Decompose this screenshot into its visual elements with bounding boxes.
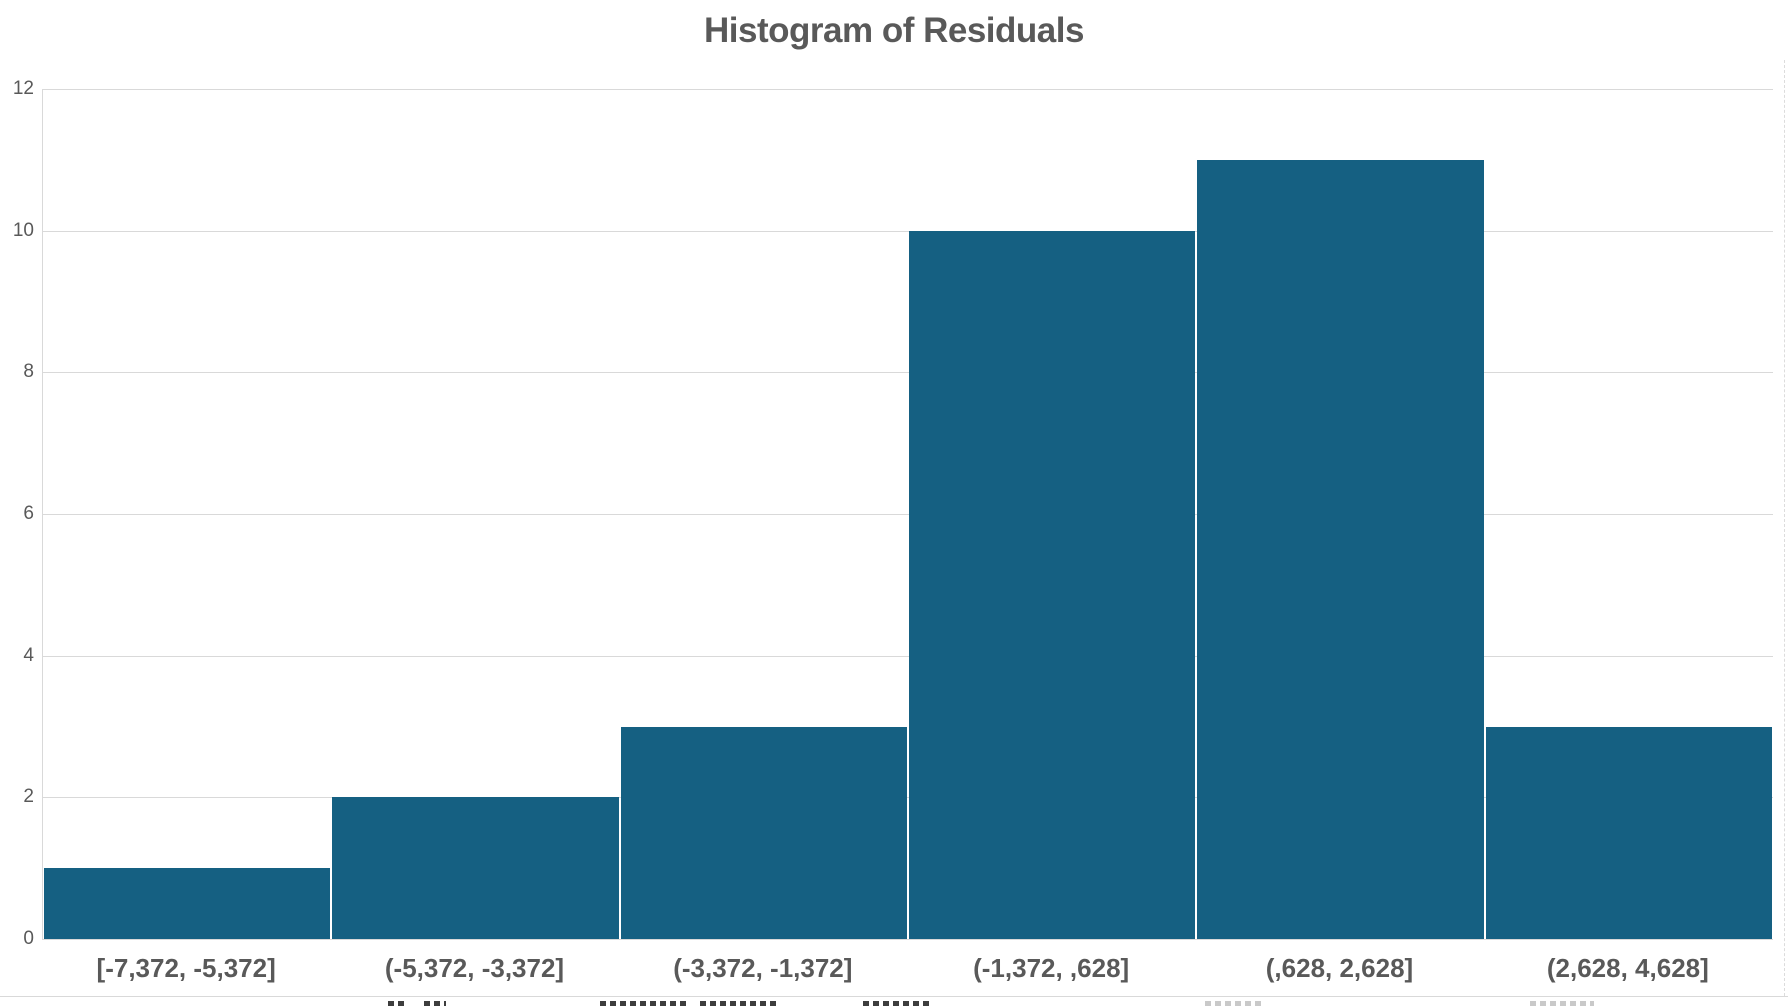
sheet-column-gridline	[1784, 60, 1785, 996]
y-tick-label: 12	[12, 78, 34, 99]
y-tick-label: 10	[12, 219, 34, 241]
clipped-text-fragment	[863, 1001, 931, 1006]
x-category-label: (2,628, 4,628]	[1546, 953, 1709, 983]
gridline-y-6	[43, 514, 1773, 515]
x-category-label: [-7,372, -5,372]	[96, 953, 276, 983]
histogram-bar-4[interactable]	[909, 230, 1196, 939]
clipped-text-fragment	[388, 1001, 404, 1006]
clipped-text-fragment	[1205, 1001, 1265, 1006]
sheet-row-border	[0, 996, 1788, 997]
gridline-y-10	[43, 230, 1773, 232]
y-tick-label: 4	[23, 644, 34, 666]
x-category-label: (-5,372, -3,372]	[384, 953, 565, 983]
clipped-text-fragment	[424, 1001, 446, 1006]
y-tick-label: 0	[23, 928, 34, 949]
x-category-label: (,628, 2,628]	[1265, 953, 1414, 983]
x-category-label: (-1,372, ,628]	[973, 953, 1130, 983]
clipped-text-fragment	[1530, 1001, 1594, 1006]
gridline-y-8	[43, 372, 1773, 374]
histogram-bar-6[interactable]	[1485, 726, 1772, 939]
clipped-text-fragment	[700, 1001, 778, 1006]
chart-title[interactable]: Histogram of Residuals	[704, 11, 1084, 50]
gridline-y-4	[43, 655, 1773, 657]
plot-area[interactable]	[42, 89, 1773, 940]
gridline-y-2	[43, 797, 1773, 799]
y-tick-label: 8	[23, 361, 34, 383]
clipped-text-fragment	[600, 1001, 690, 1006]
x-category-label: (-3,372, -1,372]	[673, 953, 853, 983]
histogram-bar-2[interactable]	[332, 797, 619, 939]
gridline-y-12	[43, 89, 1773, 90]
y-tick-label: 2	[23, 786, 34, 808]
histogram-bar-1[interactable]	[44, 868, 331, 939]
y-tick-label: 6	[23, 503, 34, 524]
histogram-bar-3[interactable]	[620, 726, 907, 939]
histogram-bar-5[interactable]	[1197, 159, 1484, 939]
